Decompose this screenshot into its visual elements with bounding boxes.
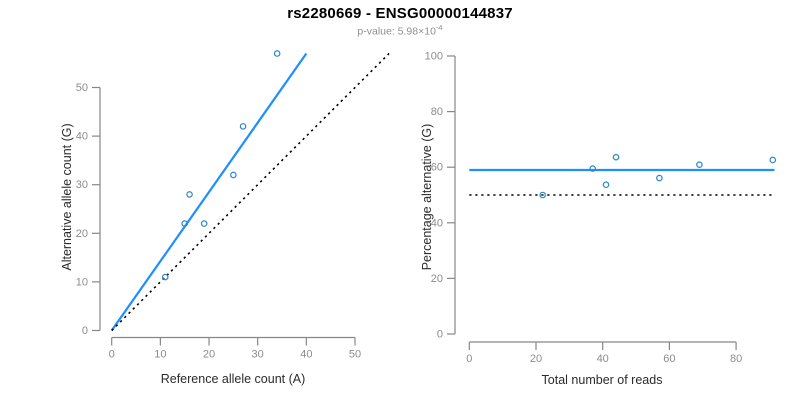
data-point [769,156,777,164]
x-tick-label: 20 [203,349,215,361]
p-value-text: p-value: 5.98×10 [357,25,436,38]
data-point [539,191,546,199]
x-tick-label: 10 [154,349,166,361]
data-point [161,273,169,281]
y-tick-label: 0 [82,325,88,337]
data-point [273,50,281,57]
y-tick-label: 20 [76,228,88,240]
y-tick-label: 40 [76,131,88,143]
left-x-axis-label: Reference allele count (A) [160,372,306,386]
x-tick-label: 0 [466,353,472,365]
data-point [186,191,193,198]
data-point [656,174,663,182]
y-tick-label: 60 [431,162,443,174]
data-point [239,123,247,130]
y-tick-label: 10 [76,276,88,288]
data-point [181,220,188,227]
y-tick-label: 100 [425,51,443,63]
y-tick-label: 40 [431,217,443,229]
data-point [200,220,208,227]
y-tick-label: 0 [437,329,443,341]
x-tick-label: 60 [663,353,675,365]
p-value-subtitle: p-value: 5.98×10-4 [0,23,800,38]
x-tick-label: 0 [109,349,115,361]
data-point [589,165,596,172]
data-point [602,181,610,189]
x-tick-label: 40 [597,353,609,365]
y-tick-label: 80 [431,106,443,118]
p-value-exponent: -4 [435,23,443,32]
data-point [696,161,703,168]
left-y-axis-label: Alternative allele count (G) [60,123,74,271]
x-tick-label: 80 [730,353,742,365]
x-tick-label: 40 [300,349,312,361]
y-tick-label: 20 [431,273,443,285]
data-point [612,153,620,161]
y-tick-label: 50 [76,82,88,94]
x-tick-label: 20 [530,353,542,365]
identity-line [111,52,390,332]
data-point [230,171,237,179]
y-tick-label: 30 [76,179,88,191]
right-x-axis-label: Total number of reads [541,373,663,387]
page-title: rs2280669 - ENSG00000144837 [287,5,513,22]
x-tick-label: 50 [349,349,361,361]
x-tick-label: 30 [252,349,264,361]
right-y-axis-label: Percentage alternative (G) [420,123,434,271]
regression-line [110,52,308,332]
